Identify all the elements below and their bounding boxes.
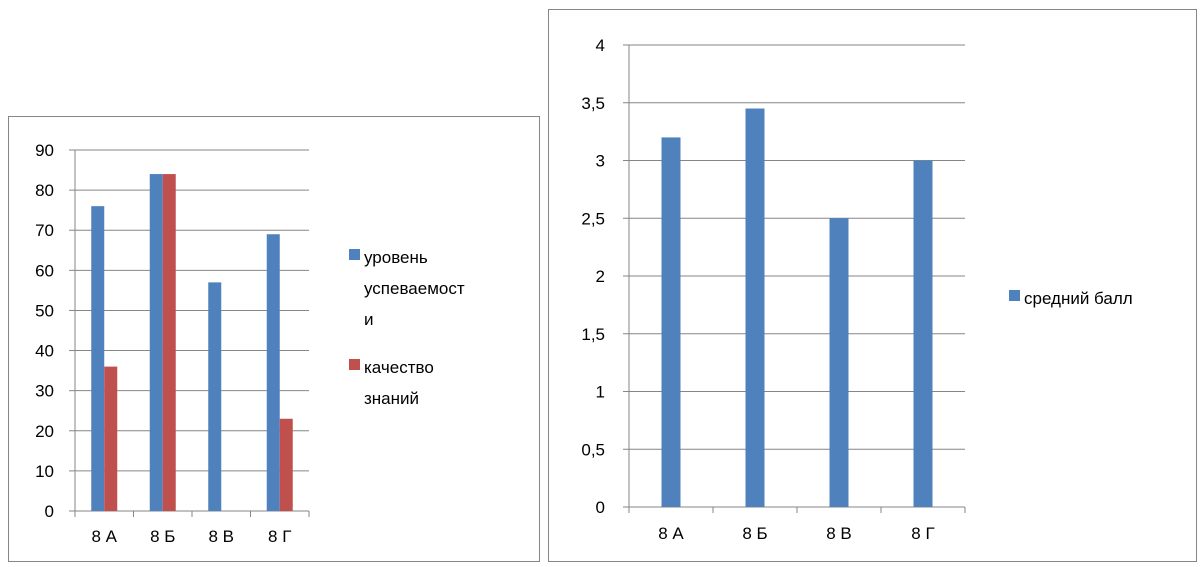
legend-swatch xyxy=(349,249,360,260)
bar xyxy=(266,234,280,511)
y-tick-label: 3,5 xyxy=(581,94,605,113)
x-category-label: 8 Б xyxy=(742,524,767,543)
legend-label: успеваемост xyxy=(364,279,465,298)
x-category-label: 8 В xyxy=(826,524,852,543)
bar xyxy=(149,174,163,512)
bar xyxy=(661,137,681,507)
bar xyxy=(913,160,933,507)
x-category-label: 8 Б xyxy=(150,527,175,546)
bar xyxy=(829,218,849,507)
y-tick-label: 1 xyxy=(596,383,605,402)
y-tick-label: 1,5 xyxy=(581,325,605,344)
y-tick-label: 80 xyxy=(35,181,54,200)
chart-average-score-svg: 0 0,5 1 1,5 2 2,5 3 3,5 4 8 А 8 Б 8 В 8 Г средний бал… xyxy=(581,36,1133,543)
bar xyxy=(162,174,176,512)
legend-swatch xyxy=(349,359,360,370)
y-tick-label: 0 xyxy=(596,498,605,517)
legend-label: средний балл xyxy=(1024,289,1133,308)
x-category-label: 8 Г xyxy=(268,527,291,546)
y-tick-label: 4 xyxy=(596,36,605,55)
y-tick-label: 70 xyxy=(35,221,54,240)
y-tick-label: 0,5 xyxy=(581,440,605,459)
x-category-label: 8 А xyxy=(91,527,117,546)
bar xyxy=(91,206,105,511)
legend-swatch xyxy=(1009,290,1020,301)
chart-performance-quality-svg: 0 10 20 30 40 50 60 70 80 90 8 А 8 Б 8 В 8 Г уровень ус… xyxy=(35,141,465,546)
y-tick-label: 20 xyxy=(35,422,54,441)
y-tick-label: 90 xyxy=(35,141,54,160)
legend-label: знаний xyxy=(364,389,419,408)
y-tick-label: 2,5 xyxy=(581,209,605,228)
chart-average-score: 0 0,5 1 1,5 2 2,5 3 3,5 4 8 А 8 Б 8 В 8 Г средний бал… xyxy=(548,9,1197,562)
legend-label: и xyxy=(364,310,374,329)
bar xyxy=(208,282,222,511)
x-category-label: 8 В xyxy=(208,527,234,546)
y-tick-label: 60 xyxy=(35,261,54,280)
chart-performance-quality: 0 10 20 30 40 50 60 70 80 90 8 А 8 Б 8 В 8 Г уровень ус… xyxy=(8,116,540,562)
legend-label: качество xyxy=(364,358,434,377)
y-tick-label: 2 xyxy=(596,267,605,286)
y-tick-label: 10 xyxy=(35,462,54,481)
y-tick-label: 3 xyxy=(596,152,605,171)
y-tick-label: 0 xyxy=(45,502,54,521)
x-category-label: 8 Г xyxy=(911,524,934,543)
bar xyxy=(279,418,293,511)
y-tick-label: 50 xyxy=(35,301,54,320)
bar xyxy=(104,366,118,511)
bar xyxy=(745,108,765,508)
x-category-label: 8 А xyxy=(658,524,684,543)
y-tick-label: 30 xyxy=(35,382,54,401)
y-tick-label: 40 xyxy=(35,342,54,361)
legend-label: уровень xyxy=(364,248,428,267)
